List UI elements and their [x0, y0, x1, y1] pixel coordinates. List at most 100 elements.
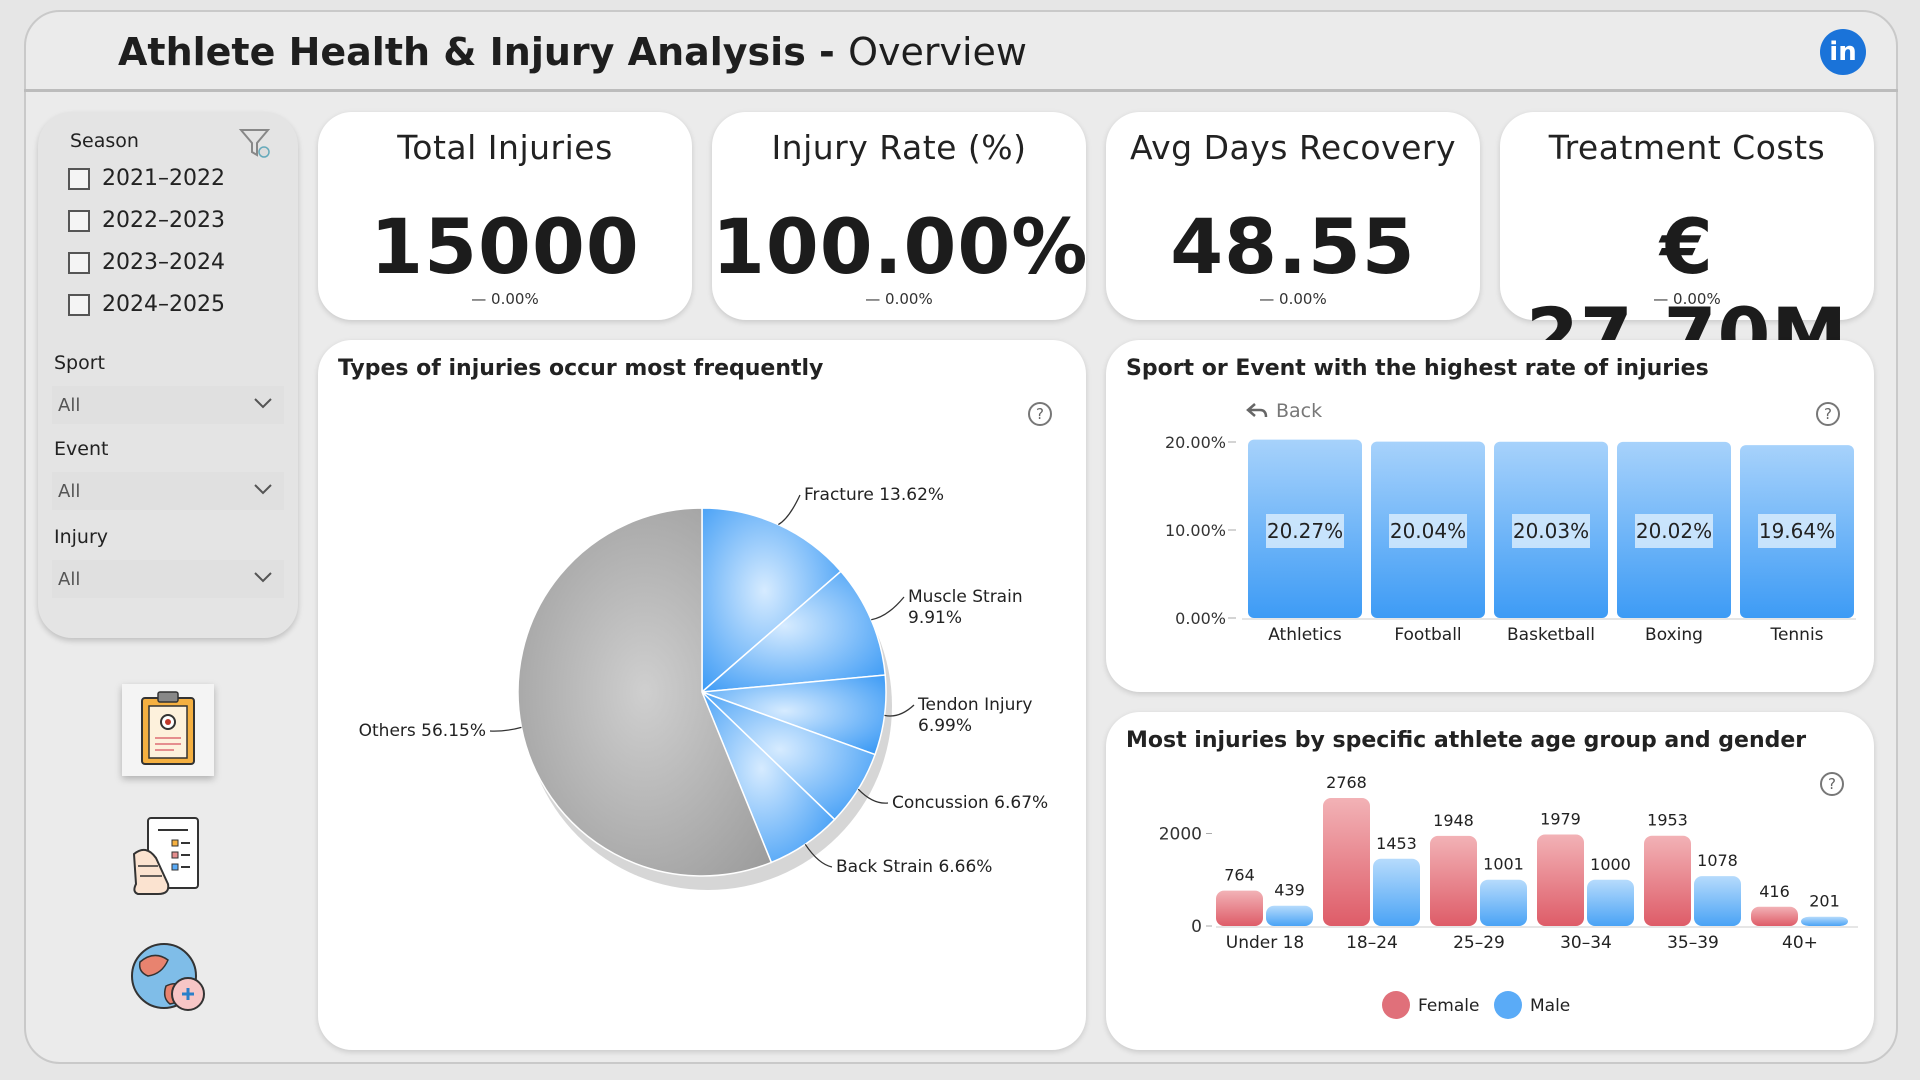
title-main: Athlete Health & Injury Analysis - — [118, 30, 849, 74]
data-label: 201 — [1809, 892, 1840, 911]
back-button[interactable]: Back — [1246, 400, 1322, 422]
pie-label: Concussion 6.67% — [892, 793, 1048, 813]
kpi-injury-rate[interactable]: Injury Rate (%) 100.00% — 0.00% — [712, 112, 1089, 320]
season-option-2022[interactable]: 2022–2023 — [68, 208, 225, 233]
injury-types-card: Types of injuries occur most frequently … — [318, 340, 1086, 1050]
pie-leader-line — [489, 726, 522, 732]
event-dropdown[interactable]: All — [52, 472, 284, 510]
bar-male[interactable] — [1266, 905, 1313, 926]
bar-female[interactable] — [1216, 890, 1263, 926]
data-label-bg — [1266, 514, 1344, 548]
pie-label: Others 56.15% — [359, 721, 486, 741]
bar-female[interactable] — [1644, 835, 1691, 926]
checkbox-icon[interactable] — [68, 167, 90, 190]
help-icon[interactable]: ? — [1028, 402, 1052, 426]
kpi-value: 48.55 — [1170, 202, 1416, 291]
kpi-delta: — 0.00% — [865, 290, 933, 308]
data-label: 1001 — [1483, 855, 1524, 874]
chart-title: Sport or Event with the highest rate of … — [1126, 356, 1709, 381]
chevron-down-icon — [252, 478, 274, 505]
bar-female[interactable] — [1537, 834, 1584, 926]
kpi-delta: — 0.00% — [1259, 290, 1327, 308]
kpi-delta: — 0.00% — [471, 290, 539, 308]
y-tick-label: 0 — [1191, 917, 1202, 937]
season-option-label: 2021–2022 — [102, 166, 225, 191]
pie-label: Muscle Strain — [908, 587, 1023, 607]
data-label-bg — [1512, 514, 1590, 548]
nav-injury-report-button[interactable] — [128, 814, 208, 904]
kpi-value: 100.00% — [712, 202, 1089, 291]
y-tick-label: 20.00% — [1165, 433, 1226, 452]
season-option-2024[interactable]: 2024–2025 — [68, 292, 225, 317]
pie-label: Tendon Injury — [917, 695, 1032, 715]
filter-panel: Season 2021–2022 2022–2023 2023–2024 202… — [38, 112, 298, 638]
bar-female[interactable] — [1430, 835, 1477, 926]
season-option-2023[interactable]: 2023–2024 — [68, 250, 225, 275]
sport-value: All — [58, 395, 81, 416]
chevron-down-icon — [252, 392, 274, 419]
pie-leader-line — [804, 843, 833, 868]
nav-global-button[interactable] — [126, 940, 210, 1020]
data-label: 20.02% — [1636, 519, 1712, 543]
data-label: 2768 — [1326, 773, 1367, 792]
sport-dropdown[interactable]: All — [52, 386, 284, 424]
data-label: 439 — [1274, 881, 1305, 900]
sport-rate-card: Sport or Event with the highest rate of … — [1106, 340, 1874, 692]
title-sub: Overview — [848, 30, 1027, 74]
bar-male[interactable] — [1587, 879, 1634, 926]
legend-label[interactable]: Male — [1530, 996, 1570, 1016]
injury-label: Injury — [54, 526, 109, 548]
kpi-delta: — 0.00% — [1653, 290, 1721, 308]
sport-label: Sport — [54, 352, 106, 374]
bar-female[interactable] — [1751, 906, 1798, 926]
header-bar — [24, 10, 1898, 92]
pie-slice-muscle-strain[interactable] — [699, 570, 887, 693]
help-icon[interactable]: ? — [1816, 402, 1840, 426]
legend-label[interactable]: Female — [1418, 996, 1479, 1016]
legend-marker-male — [1494, 991, 1522, 1019]
data-label: 764 — [1224, 866, 1255, 885]
age-gender-bar-chart: 2000 0 764 439 Under 18 2768 1453 18–24 1948 1001… — [1159, 773, 1858, 1019]
bar-male[interactable] — [1373, 858, 1420, 926]
data-label: 20.04% — [1390, 519, 1466, 543]
pie-slice-fracture[interactable] — [701, 507, 842, 694]
checkbox-icon[interactable] — [68, 209, 90, 232]
kpi-treatment-costs[interactable]: Treatment Costs € 27.70M — 0.00% — [1500, 112, 1874, 380]
injury-dropdown[interactable]: All — [52, 560, 284, 598]
checkbox-icon[interactable] — [68, 251, 90, 274]
category-label: Under 18 — [1226, 933, 1305, 953]
bar-male[interactable] — [1480, 879, 1527, 926]
bar-female[interactable] — [1323, 798, 1370, 926]
pie-leader-line — [884, 704, 915, 717]
data-label: 416 — [1759, 882, 1790, 901]
pie-label-value: 6.99% — [918, 716, 972, 736]
kpi-avg-recovery[interactable]: Avg Days Recovery 48.55 — 0.00% — [1106, 112, 1480, 320]
chevron-down-icon — [252, 566, 274, 593]
season-option-2021[interactable]: 2021–2022 — [68, 166, 225, 191]
category-label: 35–39 — [1667, 933, 1719, 953]
category-label: Tennis — [1769, 625, 1823, 645]
category-label: 18–24 — [1346, 933, 1398, 953]
checkbox-icon[interactable] — [68, 293, 90, 316]
data-label-bg — [1635, 514, 1713, 548]
bar-male[interactable] — [1694, 876, 1741, 926]
back-label: Back — [1276, 400, 1323, 422]
bar-male[interactable] — [1801, 916, 1848, 926]
kpi-total-injuries[interactable]: Total Injuries 15000 — 0.00% — [318, 112, 692, 320]
linkedin-icon[interactable]: in — [1820, 29, 1866, 75]
help-icon[interactable]: ? — [1820, 772, 1844, 796]
data-label-bg — [1758, 514, 1836, 548]
category-label: 25–29 — [1453, 933, 1505, 953]
chart-title: Most injuries by specific athlete age gr… — [1126, 728, 1807, 753]
injury-report-icon — [132, 817, 199, 895]
season-option-label: 2022–2023 — [102, 208, 225, 233]
clipboard-icon — [141, 691, 195, 765]
clear-filter-icon[interactable] — [238, 126, 274, 166]
pie-label: Fracture 13.62% — [804, 485, 944, 505]
season-option-label: 2023–2024 — [102, 250, 225, 275]
nav-overview-button[interactable] — [122, 684, 214, 776]
kpi-title: Avg Days Recovery — [1130, 128, 1456, 167]
y-tick-label: 0.00% — [1175, 609, 1226, 628]
kpi-title: Injury Rate (%) — [771, 128, 1027, 167]
